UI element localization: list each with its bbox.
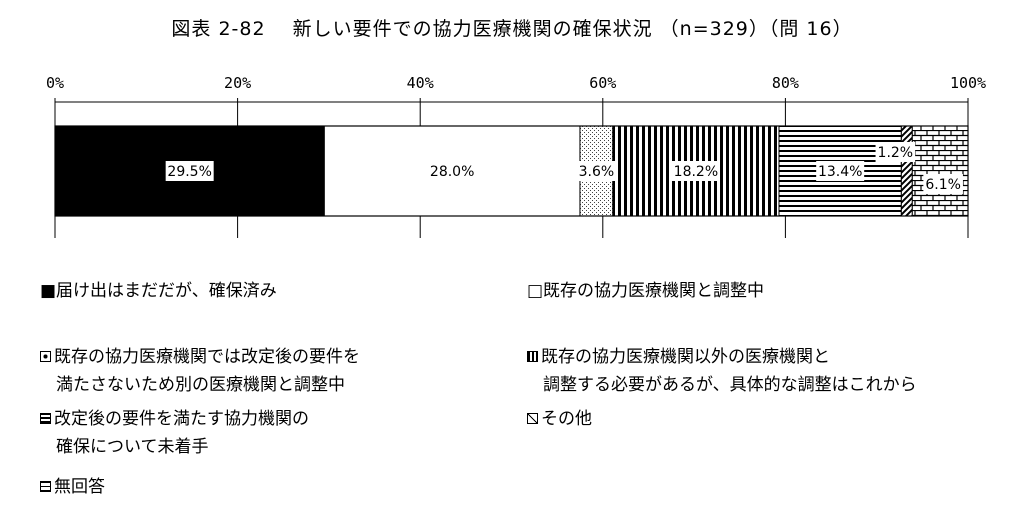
data-label-7: 6.1% [923, 174, 963, 194]
x-tick-label: 60% [589, 74, 616, 92]
chart-title: 図表 2-82 新しい要件での協力医療機関の確保状況 （n=329）（問 16） [171, 18, 853, 40]
legend-label: 既存の協力医療機関では改定後の要件を [54, 347, 360, 367]
legend-label: 改定後の要件を満たす協力機関の [54, 409, 309, 429]
legend-label-continued: 確保について未着手 [56, 437, 209, 457]
bar-segment-7 [911, 125, 969, 217]
x-tick-label: 40% [407, 74, 434, 92]
legend-label: ■届け出はまだだが、確保済み [40, 281, 277, 301]
legend-item-2: □既存の協力医療機関と調整中 [527, 277, 764, 305]
svg-text:13.4%: 13.4% [818, 164, 862, 180]
data-label-5: 13.4% [816, 161, 865, 181]
x-tick-label: 80% [772, 74, 799, 92]
svg-text:3.6%: 3.6% [579, 164, 615, 180]
legend-item-6: その他 [527, 405, 592, 433]
legend-item-1: ■届け出はまだだが、確保済み [40, 277, 277, 305]
data-label-6: 1.2% [875, 142, 916, 162]
svg-text:28.0%: 28.0% [430, 164, 474, 180]
bar-outline [54, 125, 969, 217]
legend-label: □既存の協力医療機関と調整中 [527, 281, 765, 301]
data-label-3: 3.6% [576, 161, 617, 181]
legend-label-continued: 満たさないため別の医療機関と調整中 [56, 375, 345, 395]
legend-label-continued: 調整する必要があるが、具体的な調整はこれから [543, 375, 917, 395]
data-label-4: 18.2% [671, 161, 720, 181]
legend-item-7: 無回答 [40, 473, 105, 501]
legend-swatch-icon [40, 351, 51, 362]
x-tick-label: 0% [46, 74, 64, 92]
data-label-1: 29.5% [165, 161, 214, 181]
svg-text:1.2%: 1.2% [878, 145, 914, 161]
svg-text:6.1%: 6.1% [925, 177, 961, 193]
bar-segment-6 [900, 125, 913, 217]
legend-label: 既存の協力医療機関以外の医療機関と [541, 347, 830, 367]
legend-item-4: 既存の協力医療機関以外の医療機関と調整する必要があるが、具体的な調整はこれから [527, 343, 917, 399]
legend-label: その他 [541, 409, 592, 429]
legend-item-5: 改定後の要件を満たす協力機関の 確保について未着手 [40, 405, 309, 461]
svg-text:18.2%: 18.2% [674, 164, 718, 180]
data-label-2: 28.0% [428, 161, 477, 181]
legend-swatch-icon [40, 413, 51, 424]
data-labels: 29.5% 28.0% 3.6% 18.2% 13.4% 1.2% 6.1% [165, 142, 963, 194]
legend-swatch-icon [527, 351, 538, 362]
svg-text:29.5%: 29.5% [167, 164, 211, 180]
x-tick-label: 20% [224, 74, 251, 92]
legend-swatch-icon [40, 481, 51, 492]
legend-item-3: 既存の協力医療機関では改定後の要件を 満たさないため別の医療機関と調整中 [40, 343, 360, 399]
legend-label: 無回答 [54, 477, 105, 497]
x-tick-label: 100% [950, 74, 986, 92]
legend-swatch-icon [527, 413, 538, 424]
